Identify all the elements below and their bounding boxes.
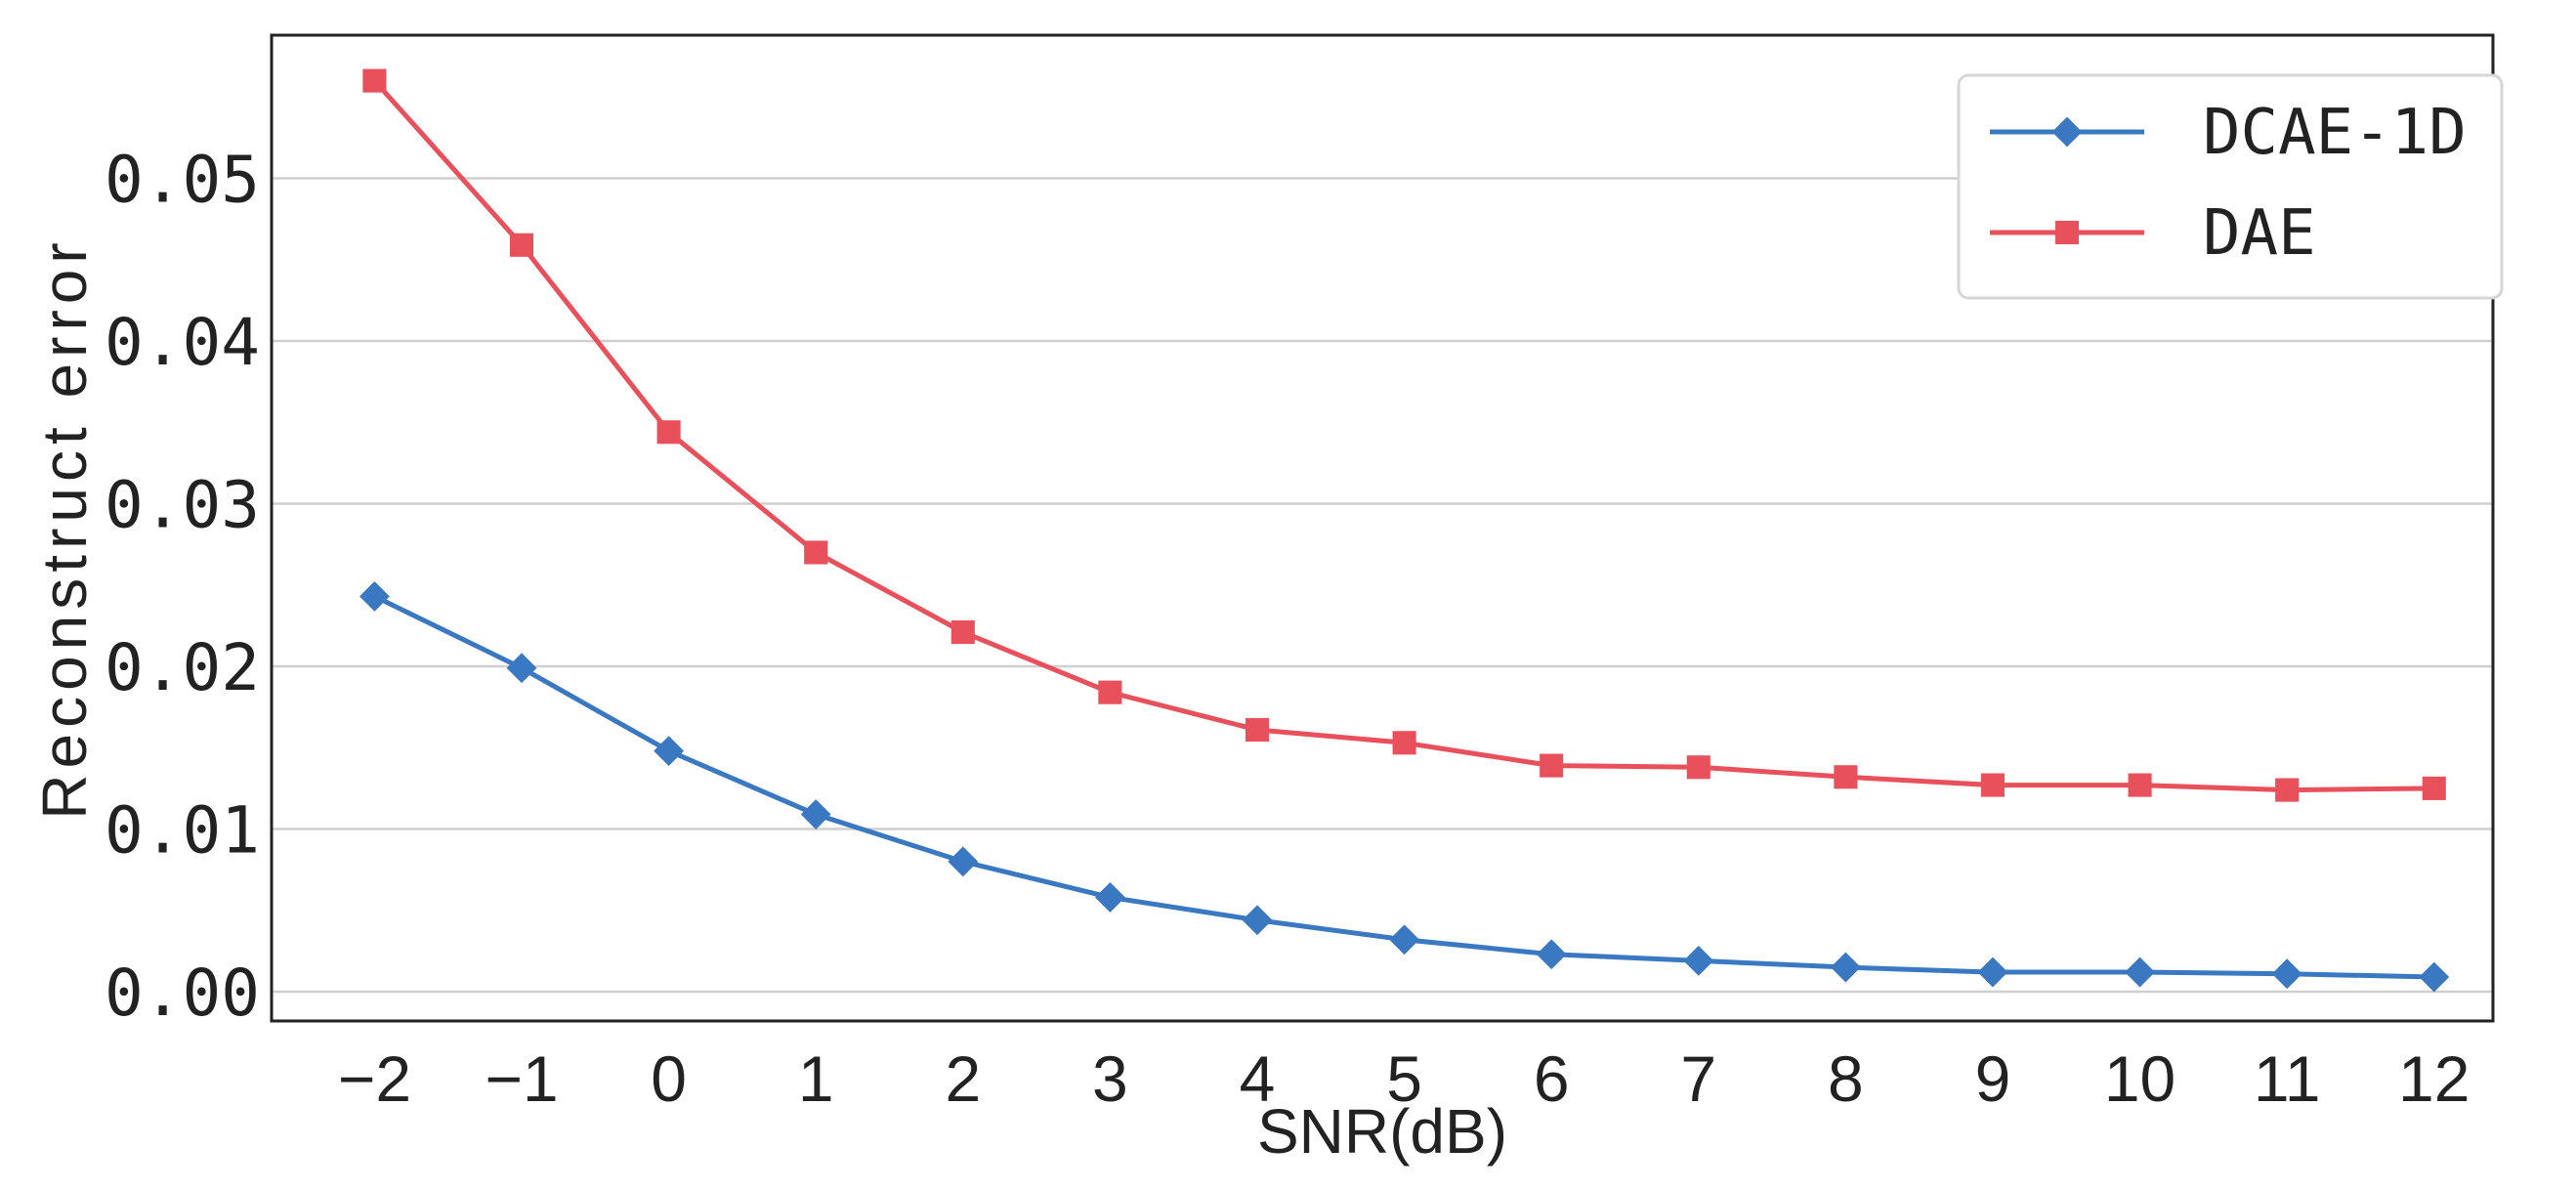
data-point-marker [1540, 753, 1564, 778]
legend-item: DCAE-1D [1990, 97, 2467, 169]
data-point-marker [1686, 755, 1710, 780]
y-axis-ticks: 0.00 0.01 0.02 0.03 0.04 0.05 [105, 143, 260, 1032]
y-axis-title: Reconstruct error [29, 236, 100, 819]
x-tick-label: 3 [1092, 1042, 1128, 1115]
data-point-marker [359, 581, 390, 612]
data-point-marker [1834, 765, 1858, 789]
y-tick-label: 0.00 [105, 956, 260, 1031]
y-tick-label: 0.01 [105, 793, 260, 869]
data-point-marker [506, 653, 537, 684]
data-point-marker [2125, 956, 2155, 988]
data-point-marker [1536, 939, 1567, 970]
y-tick-label: 0.02 [105, 630, 260, 705]
x-tick-label: 9 [1975, 1042, 2011, 1115]
x-axis-title: SNR(dB) [1257, 1096, 1507, 1167]
data-point-marker [654, 736, 685, 767]
data-point-marker [2422, 776, 2446, 800]
x-tick-label: 6 [1534, 1042, 1570, 1115]
data-point-marker [950, 620, 975, 645]
x-tick-label: 1 [798, 1042, 834, 1115]
grid-lines [272, 177, 2493, 994]
x-axis-ticks: −2 −1 0 1 2 3 4 5 6 7 8 9 10 11 12 [338, 1042, 2470, 1115]
y-tick-label: 0.04 [105, 305, 260, 380]
data-point-marker [1242, 905, 1273, 936]
y-tick-label: 0.03 [105, 468, 260, 543]
x-tick-label: −1 [485, 1042, 558, 1115]
x-tick-label: 4 [1240, 1042, 1276, 1115]
data-point-marker [2128, 773, 2152, 797]
series-dae [362, 68, 2446, 802]
series-group [359, 68, 2450, 993]
data-point-marker [1094, 882, 1125, 913]
y-tick-label: 0.05 [105, 143, 260, 218]
legend-label: DAE [2203, 197, 2316, 270]
data-point-marker [800, 799, 831, 829]
x-tick-label: 5 [1386, 1042, 1422, 1115]
x-tick-label: 2 [945, 1042, 981, 1115]
legend-item: DAE [1990, 197, 2316, 270]
x-tick-label: 7 [1680, 1042, 1716, 1115]
x-tick-label: 12 [2398, 1042, 2470, 1115]
data-point-marker [2275, 778, 2300, 802]
data-point-marker [1392, 731, 1416, 755]
data-point-marker [509, 233, 534, 257]
data-point-marker [2271, 958, 2302, 990]
data-point-marker [656, 420, 681, 445]
legend-marker [2054, 220, 2080, 245]
data-point-marker [948, 846, 979, 877]
data-point-marker [804, 540, 828, 565]
x-tick-label: 0 [651, 1042, 687, 1115]
data-point-marker [2419, 961, 2450, 993]
data-point-marker [1830, 952, 1861, 983]
data-point-marker [1683, 945, 1714, 976]
data-point-marker [1098, 680, 1122, 704]
data-point-marker [1389, 924, 1420, 956]
legend-label: DCAE-1D [2203, 97, 2467, 169]
x-tick-label: 11 [2254, 1042, 2321, 1115]
legend-marker [2051, 116, 2083, 148]
x-tick-label: 8 [1828, 1042, 1864, 1115]
data-point-marker [1980, 773, 2006, 797]
data-point-marker [1977, 956, 2008, 988]
x-tick-label: −2 [338, 1042, 411, 1115]
series-dcae-1d [359, 581, 2450, 993]
data-point-marker [362, 68, 387, 93]
plot-frame [270, 33, 2495, 1023]
legend: DCAE-1D DAE [1957, 73, 2504, 300]
data-point-marker [1245, 717, 1270, 743]
x-tick-label: 10 [2104, 1042, 2175, 1115]
